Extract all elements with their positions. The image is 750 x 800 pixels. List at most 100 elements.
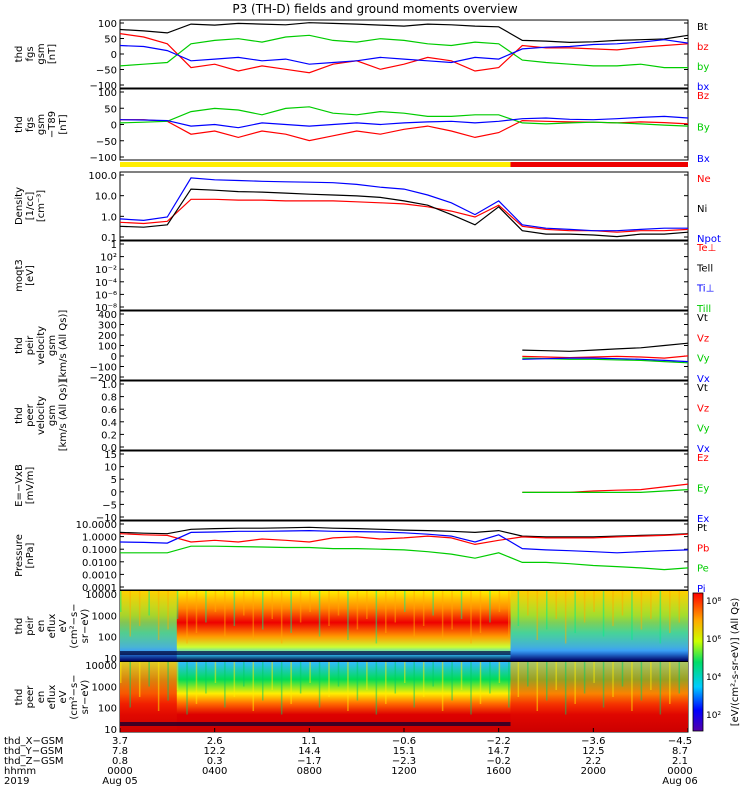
x-row-value: −0.6 [392,736,416,747]
x-row-value: 0.8 [112,756,128,767]
x-row-value: −2.2 [487,736,511,747]
spectrogram-streak [451,591,453,630]
y-tick-label: 100 [98,342,117,353]
series-pressure-Pt [119,526,689,538]
spectrogram-streak [583,662,586,694]
legend-Pt: Pt [697,523,707,534]
panel-frame [119,88,689,161]
y-axis-label: eV [58,690,69,703]
panel-frame [119,19,689,89]
spectrogram-streak [498,662,501,683]
spectrogram-streak [498,591,501,612]
series-fgs-bx [119,39,689,65]
spectrogram-streak [650,662,652,690]
y-axis-label: (cm²−s− [69,603,80,648]
y-tick-label: 10.0000 [76,520,117,531]
spectrogram-streak [640,662,643,701]
plot-title: P3 (TH-D) fields and ground moments over… [232,2,517,16]
series-pressure-Pe [120,545,689,571]
y-tick-label: 10⁻⁶ [95,290,117,301]
y-tick-label: 10² [100,253,117,264]
y-axis-label: peer [25,685,36,709]
y-axis-label: [nPa] [25,542,36,568]
spectrogram-streak [328,591,330,626]
spectrogram-streak [318,662,321,708]
y-axis-label: velocity [36,396,47,435]
x-row-value: 1600 [486,766,511,777]
y-tick-label: −200 [90,373,117,384]
y-tick-label: 300 [98,321,117,332]
y-axis-label: eV [58,619,69,632]
spectrogram-streak [508,591,510,637]
panel-fgs_dip: 100 50 0 −50 −100 thd fgs gsm −T89 [nT] Bz By Bx [14,88,710,165]
y-tick-label: 0.1000 [82,545,117,556]
y-tick-label: −10 [96,513,117,524]
x-row-value: 0000 [107,766,132,777]
y-tick-label: 0.1 [101,233,117,244]
x-row-label: thd_Z−GSM [4,756,64,767]
spectrogram-streak [157,591,160,640]
y-axis-label: [km/s (All Qs)] [58,310,69,382]
y-axis-label: fgs [25,46,36,61]
y-axis-label: (cm²−s− [69,674,80,719]
spectrogram-streak [517,591,520,626]
legend-Till: Till [696,304,711,315]
spectrogram-streak [432,591,434,616]
legend-Vy: Vy [697,424,710,435]
spectrogram-streak [659,662,662,715]
y-tick-label: −50 [96,66,117,77]
series-vel_peir-Vx [522,357,689,363]
y-tick-label: 100 [98,704,117,715]
x-row-label: 2019 [4,776,29,787]
y-tick-label: 10 [104,654,117,665]
spectrogram-streak [280,662,283,715]
y-tick-label: 0 [111,488,117,499]
spectrogram-streak [375,591,378,644]
y-tick-label: 1.0000 [82,533,117,544]
y-tick-label: 10000 [85,590,117,601]
legend-Vx: Vx [697,444,710,455]
legend-Vz: Vz [697,333,709,344]
spectrogram-streak [489,662,491,694]
y-tick-label: 50 [104,35,117,46]
spectrogram-streak [176,662,179,690]
panel-fgs: 100 50 0 −50 −100 thd fgs gsm [nT] Bt bz by bx [14,19,709,93]
y-axis-label: en [36,620,47,633]
spectrogram-streak [583,591,586,623]
legend-by: by [697,62,709,73]
legend-Ne: Ne [697,174,711,185]
y-axis-label: gsm [36,43,47,64]
y-axis-label: thd [14,689,25,706]
spectrogram-streak [129,662,131,708]
spectrogram-streak [650,591,652,619]
y-tick-label: 0.0010 [82,570,117,581]
spectrogram-streak [678,662,681,694]
spectrogram-streak [612,591,614,626]
y-axis-label: thd [14,407,25,424]
legend-Vx: Vx [697,374,710,385]
spectrogram-streak [413,591,415,637]
y-tick-label: 0.0 [101,443,117,454]
spectrogram-streak [602,662,605,708]
spectrogram-streak [138,591,141,626]
x-row-value: 1.1 [301,736,317,747]
x-row-value: Aug 06 [662,776,697,787]
x-axis-labels: thd_X−GSM 3.7 2.6 1.1 −0.6 −2.2 −3.6 −4.5 thd_Y−… [4,728,698,787]
colorbar-tick-label: 10² [706,711,721,721]
y-axis-label: [eV] [25,265,36,286]
spectrogram-streak [186,591,188,644]
legend-Npot: Npot [697,234,721,245]
spectrogram-streak [422,591,425,626]
y-axis-label: [cm⁻³] [36,190,47,222]
spectrogram-streak [593,662,595,683]
y-axis-label: peer [25,403,36,427]
spectrogram-streak [394,591,397,623]
spectrogram-streak [394,662,397,694]
y-axis-label: velocity [36,326,47,365]
panel-vel_peer: 1.0 0.80.6 0.40.2 0.0 thd peer velocity gsm [km/… [14,380,710,455]
y-axis-label: eflux [47,614,58,639]
y-tick-label: 10.0 [95,192,117,203]
